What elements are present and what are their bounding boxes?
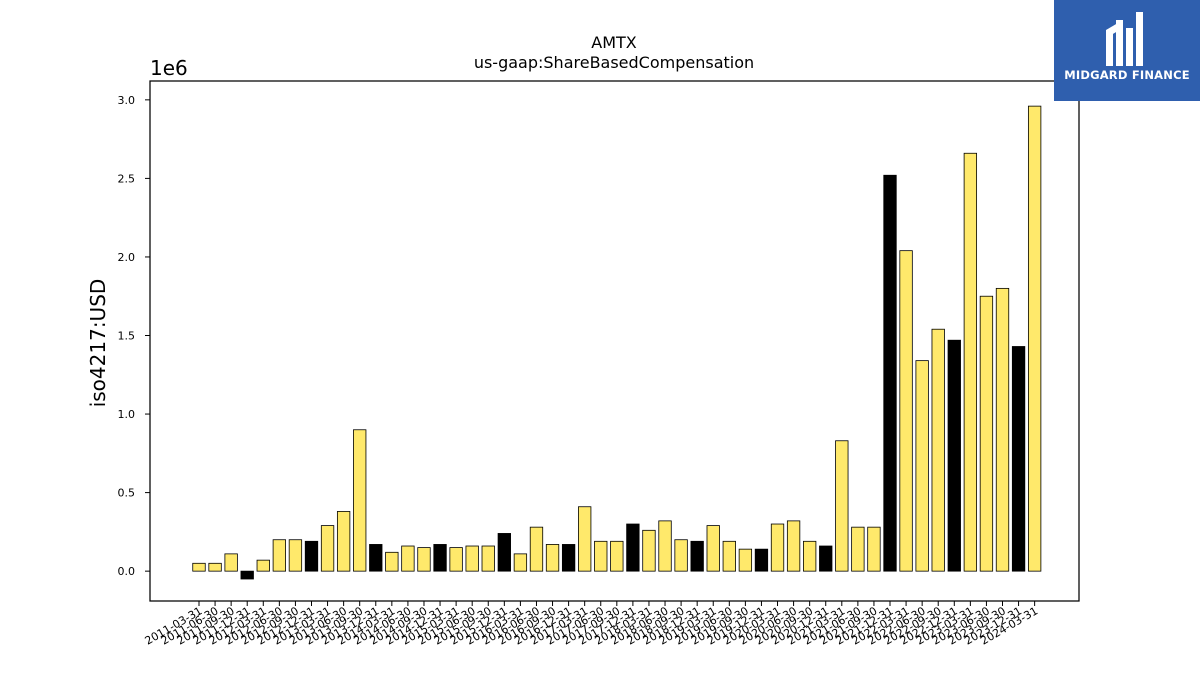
midgard-logo-icon (1106, 12, 1143, 66)
midgard-logo: MIDGARD FINANCE (1054, 0, 1200, 101)
y-ticks: 0.0 0.5 1.0 1.5 2.0 2.5 3.0 (118, 94, 150, 578)
bar-2018-06-30 (658, 520, 672, 572)
bar-2018-03-31 (642, 529, 656, 572)
chart-title: AMTX (591, 33, 637, 52)
bar-2015-12-31 (497, 533, 511, 572)
bar-2013-06-30 (336, 511, 351, 572)
bar-2020-06-30 (786, 520, 801, 572)
y-tick-label: 0.0 (118, 565, 136, 578)
bar-2021-12-31 (883, 174, 897, 572)
bar-2022-03-31 (899, 250, 913, 572)
bar-2019-06-30 (722, 540, 736, 572)
bar-2022-09-30 (931, 328, 945, 572)
bar-2015-06-30 (465, 545, 479, 572)
bar-2012-12-31 (304, 540, 319, 572)
bars-layer (192, 105, 1042, 580)
bar-2018-12-31 (690, 540, 704, 572)
bar-2014-03-31 (385, 551, 399, 572)
y-axis-label: iso4217:USD (86, 279, 110, 408)
bar-2013-12-31 (369, 544, 383, 572)
y-scale-label: 1e6 (150, 56, 188, 80)
bar-2014-12-31 (433, 544, 447, 572)
bar-2011-09-30 (224, 553, 238, 572)
bar-2011-06-30 (208, 562, 222, 572)
bar-2021-06-30 (851, 526, 865, 572)
bar-2011-12-31 (240, 570, 254, 580)
bar-2017-06-30 (594, 540, 608, 572)
y-tick-label: 3.0 (118, 94, 136, 107)
bar-2015-03-31 (449, 547, 463, 572)
bar-2011-03-31 (192, 562, 206, 572)
logo-text: MIDGARD FINANCE (1064, 68, 1190, 82)
bar-2016-03-31 (513, 553, 528, 572)
bar-2017-12-31 (626, 523, 640, 572)
bar-2023-12-31 (1011, 346, 1026, 572)
bar-2019-09-30 (738, 548, 753, 572)
bar-2013-03-31 (320, 525, 335, 572)
bar-2022-06-30 (915, 360, 929, 572)
bar-2020-03-31 (770, 523, 785, 572)
x-ticks: 2011-03-312011-06-302011-09-302011-12-31… (143, 601, 1040, 648)
bar-2023-06-30 (979, 295, 994, 572)
bar-2020-12-31 (819, 545, 833, 572)
bar-2015-09-30 (481, 545, 495, 572)
bar-2016-09-30 (545, 544, 560, 572)
bar-2024-03-31 (1027, 105, 1042, 572)
bar-2018-09-30 (674, 539, 688, 572)
y-tick-label: 1.0 (118, 408, 136, 421)
plot-frame (149, 80, 1080, 602)
y-tick-label: 2.0 (118, 251, 136, 264)
y-tick-label: 0.5 (118, 487, 136, 500)
bar-2016-12-31 (561, 544, 576, 572)
bar-2023-09-30 (995, 287, 1010, 572)
bar-2013-09-30 (353, 429, 367, 572)
bar-2020-09-30 (803, 540, 817, 572)
bar-2012-03-31 (256, 559, 270, 572)
bar-2021-09-30 (867, 526, 881, 572)
bar-2016-06-30 (529, 526, 544, 572)
bar-2014-09-30 (417, 547, 431, 572)
chart-subtitle: us-gaap:ShareBasedCompensation (474, 53, 754, 72)
bar-2022-12-31 (947, 339, 961, 572)
bar-2012-06-30 (272, 539, 287, 572)
bar-2019-12-31 (754, 548, 769, 572)
bar-2017-03-31 (578, 506, 592, 572)
bar-2017-09-30 (610, 540, 624, 572)
bar-2012-09-30 (288, 539, 303, 572)
y-tick-label: 1.5 (118, 330, 136, 343)
bar-2019-03-31 (706, 525, 720, 572)
y-tick-label: 2.5 (118, 172, 136, 185)
bar-2014-06-30 (401, 545, 415, 572)
bar-2021-03-31 (835, 440, 849, 572)
bar-2023-03-31 (963, 152, 978, 572)
